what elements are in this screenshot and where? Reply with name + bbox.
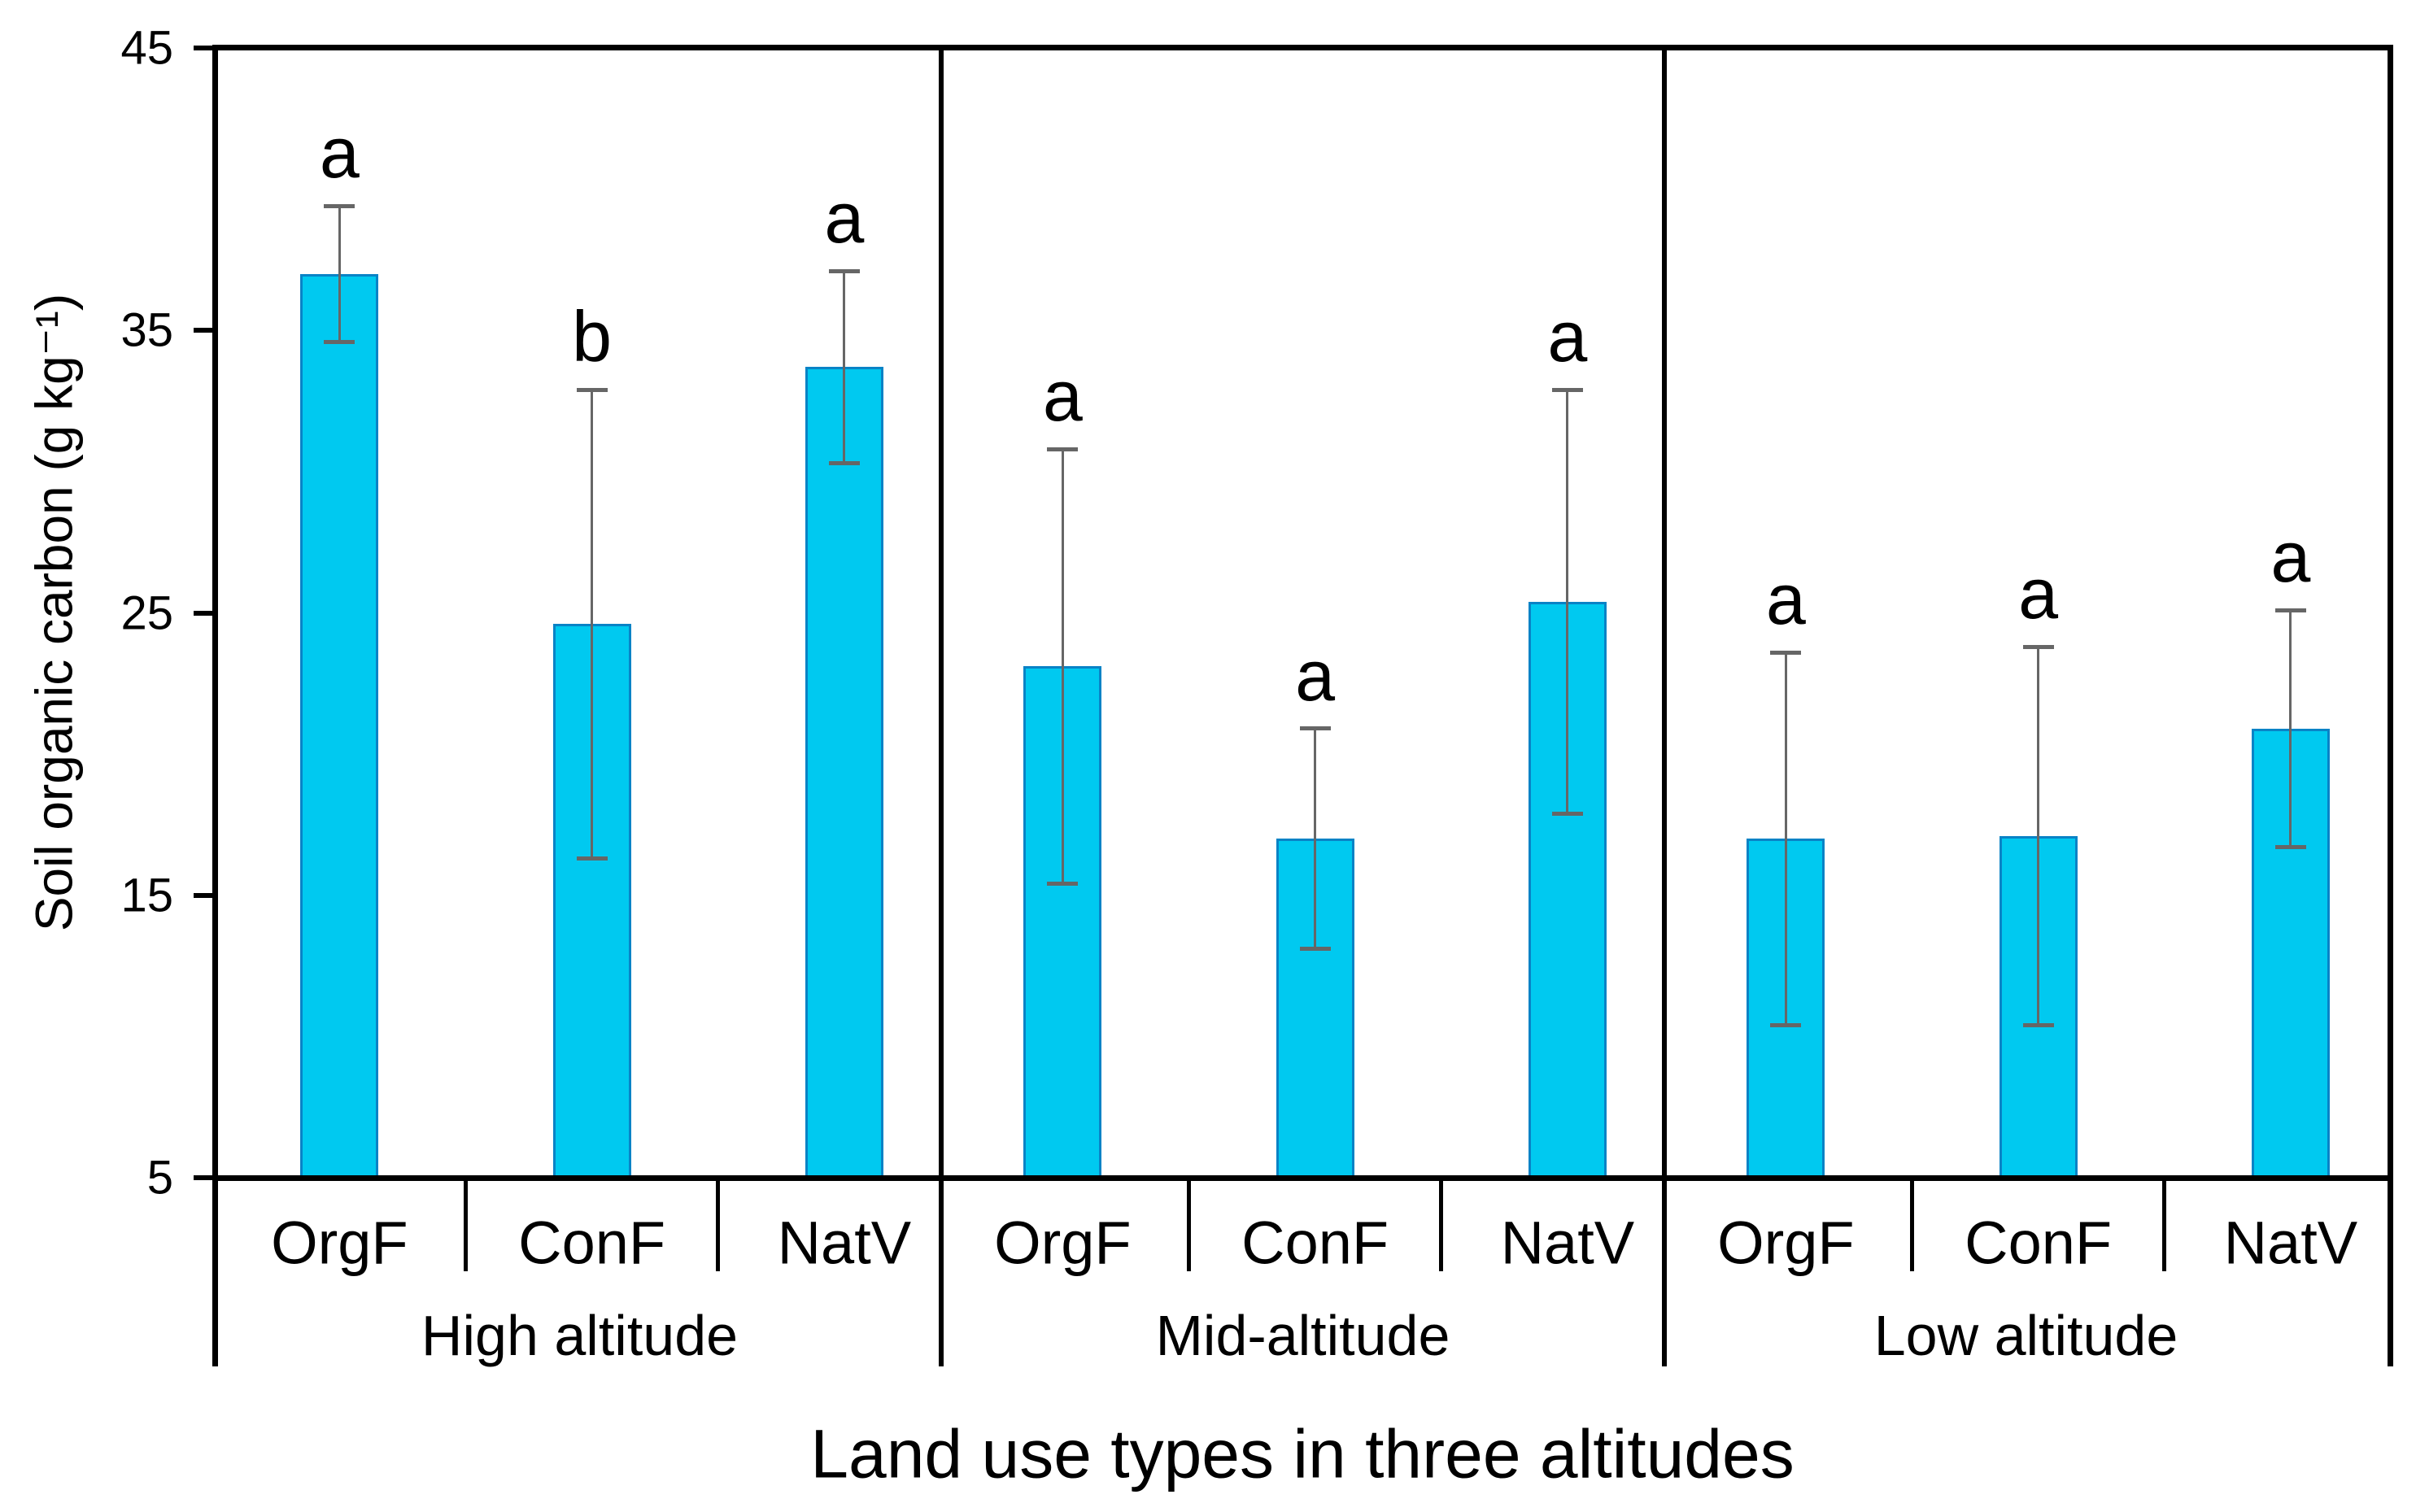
bar-category-label: OrgF [1717,1209,1855,1277]
error-bar-cap-top [2022,644,2054,649]
bar-category-label: NatV [777,1209,912,1277]
error-bar-cap-top [828,268,860,273]
bar-category-label: ConF [1965,1209,2113,1277]
error-bar-cap-bottom [1770,1022,1802,1027]
y-axis-line [212,45,218,1366]
panel-separator-line [1662,46,1667,1366]
y-tick-mark [194,46,212,50]
error-bar-cap-bottom [1551,811,1583,816]
significance-letter: a [319,112,360,194]
category-separator-line [1909,1178,1914,1271]
panel-separator-line [939,46,944,1366]
significance-letter: a [2270,516,2311,598]
error-bar-cap-bottom [2274,845,2306,850]
significance-letter: a [824,177,865,259]
y-tick-mark [194,610,212,616]
category-separator-line [1439,1178,1444,1271]
error-bar-line [2289,610,2292,848]
error-bar-line [843,271,846,464]
category-separator-line [463,1178,468,1271]
bar-category-label: OrgF [994,1209,1132,1277]
significance-letter: a [1765,559,1806,640]
bar [300,273,379,1178]
significance-letter: a [1295,634,1336,716]
error-bar-cap-top [2274,608,2306,612]
error-bar-line [1784,652,1787,1026]
error-bar-cap-bottom [1299,947,1331,952]
bar-category-label: OrgF [271,1209,408,1277]
significance-letter: a [2018,553,2059,634]
x-axis-line [212,1175,2393,1181]
error-bar-line [1061,449,1064,884]
error-bar-cap-top [1551,387,1583,392]
y-tick-label: 5 [146,1151,173,1205]
bar [805,367,883,1178]
error-bar-line [1566,390,1569,814]
y-tick-mark [194,328,212,333]
error-bar-cap-top [324,203,355,208]
error-bar-cap-bottom [2022,1022,2054,1027]
top-border-line [212,45,2393,50]
error-bar-cap-bottom [324,339,355,344]
error-bar-cap-top [1047,447,1079,451]
error-bar-cap-top [576,387,608,392]
error-bar-cap-bottom [1047,882,1079,887]
bar-category-label: ConF [518,1209,666,1277]
error-bar-cap-top [1299,726,1331,731]
group-label: Low altitude [1873,1304,2178,1367]
bar-category-label: NatV [1500,1209,1635,1277]
y-tick-label: 15 [120,869,173,922]
error-bar-line [2037,647,2040,1026]
y-tick-label: 45 [120,21,173,75]
category-separator-line [2162,1178,2167,1271]
group-label: High altitude [421,1304,739,1367]
y-tick-mark [194,1175,212,1180]
significance-letter: b [572,296,613,377]
x-axis-title: Land use types in three altitudes [810,1415,1795,1492]
error-bar-cap-top [1770,650,1802,655]
significance-letter: a [1547,296,1588,377]
bar-category-label: NatV [2223,1209,2358,1277]
right-border-line [2388,45,2393,1366]
error-bar-line [591,390,594,859]
error-bar-cap-bottom [828,460,860,465]
bar-category-label: ConF [1241,1209,1389,1277]
y-tick-mark [194,892,212,898]
y-axis-title: Soil organic carbon (g kg⁻¹) [24,293,84,932]
category-separator-line [1186,1178,1191,1271]
y-tick-label: 35 [120,303,173,357]
error-bar-line [1314,728,1317,949]
error-bar-line [338,206,341,342]
category-separator-line [716,1178,721,1271]
y-tick-label: 25 [120,586,173,639]
group-label: Mid-altitude [1155,1304,1450,1367]
error-bar-cap-bottom [576,856,608,861]
significance-letter: a [1042,355,1083,437]
